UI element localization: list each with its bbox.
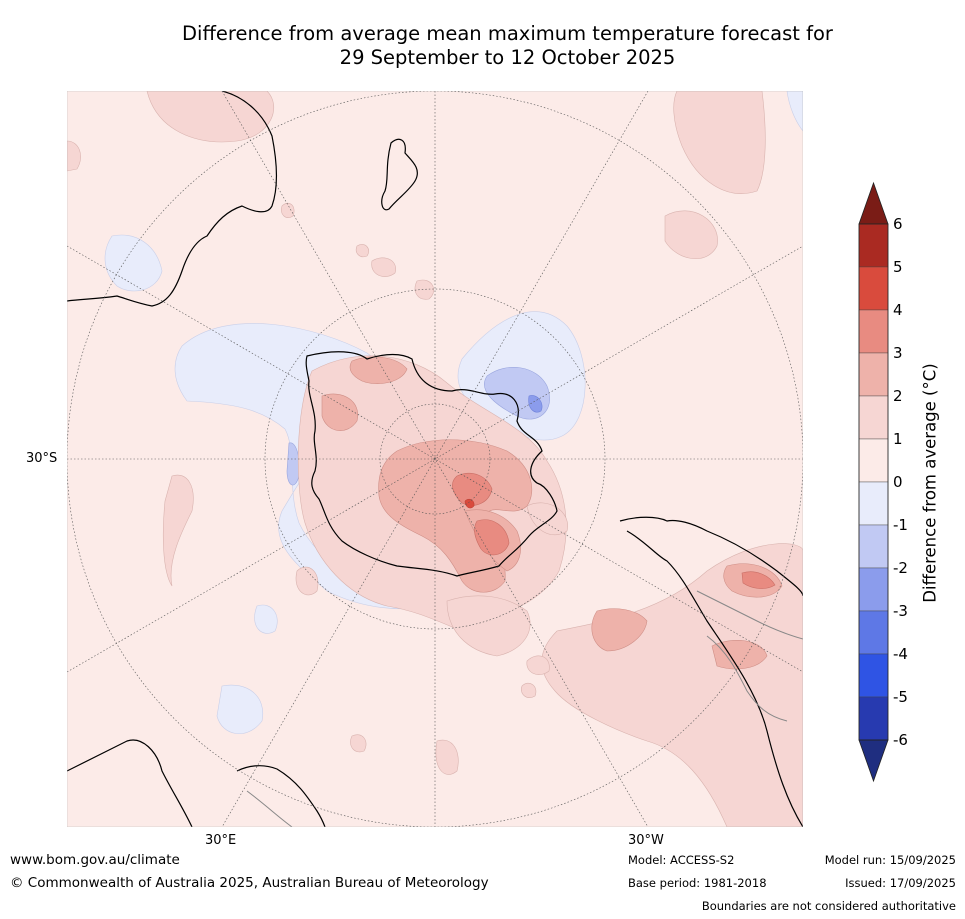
colorbar-segment-m4_to_m3 xyxy=(858,610,889,655)
colorbar-tick-label: -2 xyxy=(893,559,908,577)
colorbar-segment-m3_to_m2 xyxy=(858,567,889,612)
colorbar-segment-m5_to_m4 xyxy=(858,653,889,698)
colorbar-tick-label: 0 xyxy=(893,473,903,491)
colorbar-tick-label: 3 xyxy=(893,344,903,362)
colorbar-segment-m6_to_m5 xyxy=(858,696,889,741)
colorbar-tick-label: 5 xyxy=(893,258,903,276)
colorbar-segment-4_to_5 xyxy=(858,266,889,311)
colorbar-title-text: Difference from average (°C) xyxy=(920,363,940,603)
coastlines xyxy=(67,91,803,827)
latitude-label-30s: 30°S xyxy=(26,451,58,466)
footer-base-period: Base period: 1981-2018 xyxy=(628,876,767,890)
colorbar-tick-label: -5 xyxy=(893,688,908,706)
colorbar-under-triangle xyxy=(858,739,889,783)
colorbar-segment-m2_to_m1 xyxy=(858,524,889,569)
footer-disclaimer: Boundaries are not considered authoritat… xyxy=(701,899,956,913)
footer-model: Model: ACCESS-S2 xyxy=(628,853,735,867)
anomaly-minus2-regions xyxy=(528,395,543,413)
longitude-label-30e: 30°E xyxy=(205,833,237,848)
map-title-line2: 29 September to 12 October 2025 xyxy=(339,46,676,69)
anomaly-plus4-regions xyxy=(464,498,475,509)
colorbar-tick-label: -4 xyxy=(893,645,908,663)
colorbar-segment-2_to_3 xyxy=(858,352,889,397)
footer-copyright: © Commonwealth of Australia 2025, Austra… xyxy=(10,875,489,891)
map-title: Difference from average mean maximum tem… xyxy=(60,22,955,70)
colorbar-segment-0_to_1 xyxy=(858,438,889,483)
footer-issued: Issued: 17/09/2025 xyxy=(845,876,956,890)
colorbar-segments xyxy=(858,181,889,783)
longitude-label-30w: 30°W xyxy=(628,833,664,848)
colorbar-tick-label: -3 xyxy=(893,602,908,620)
colorbar-tick-label: 1 xyxy=(893,430,903,448)
map-title-line1: Difference from average mean maximum tem… xyxy=(182,22,833,45)
footer-model-run: Model run: 15/09/2025 xyxy=(824,853,956,867)
colorbar xyxy=(858,181,889,783)
graticule xyxy=(67,91,803,827)
colorbar-segment-1_to_2 xyxy=(858,395,889,440)
footer-website: www.bom.gov.au/climate xyxy=(10,852,180,868)
country-borders xyxy=(246,590,803,827)
colorbar-segment-3_to_4 xyxy=(858,309,889,354)
colorbar-segment-5_to_6 xyxy=(858,223,889,268)
colorbar-over-triangle xyxy=(858,181,889,225)
anomaly-plus3-regions xyxy=(452,472,776,589)
colorbar-tick-label: -1 xyxy=(893,516,908,534)
colorbar-segment-m1_to_0 xyxy=(858,481,889,526)
colorbar-tick-label: 4 xyxy=(893,301,903,319)
colorbar-tick-label: 6 xyxy=(893,215,903,233)
colorbar-tick-label: -6 xyxy=(893,731,908,749)
temperature-anomaly-map xyxy=(67,91,803,827)
colorbar-tick-label: 2 xyxy=(893,387,903,405)
colorbar-outline xyxy=(858,223,889,741)
